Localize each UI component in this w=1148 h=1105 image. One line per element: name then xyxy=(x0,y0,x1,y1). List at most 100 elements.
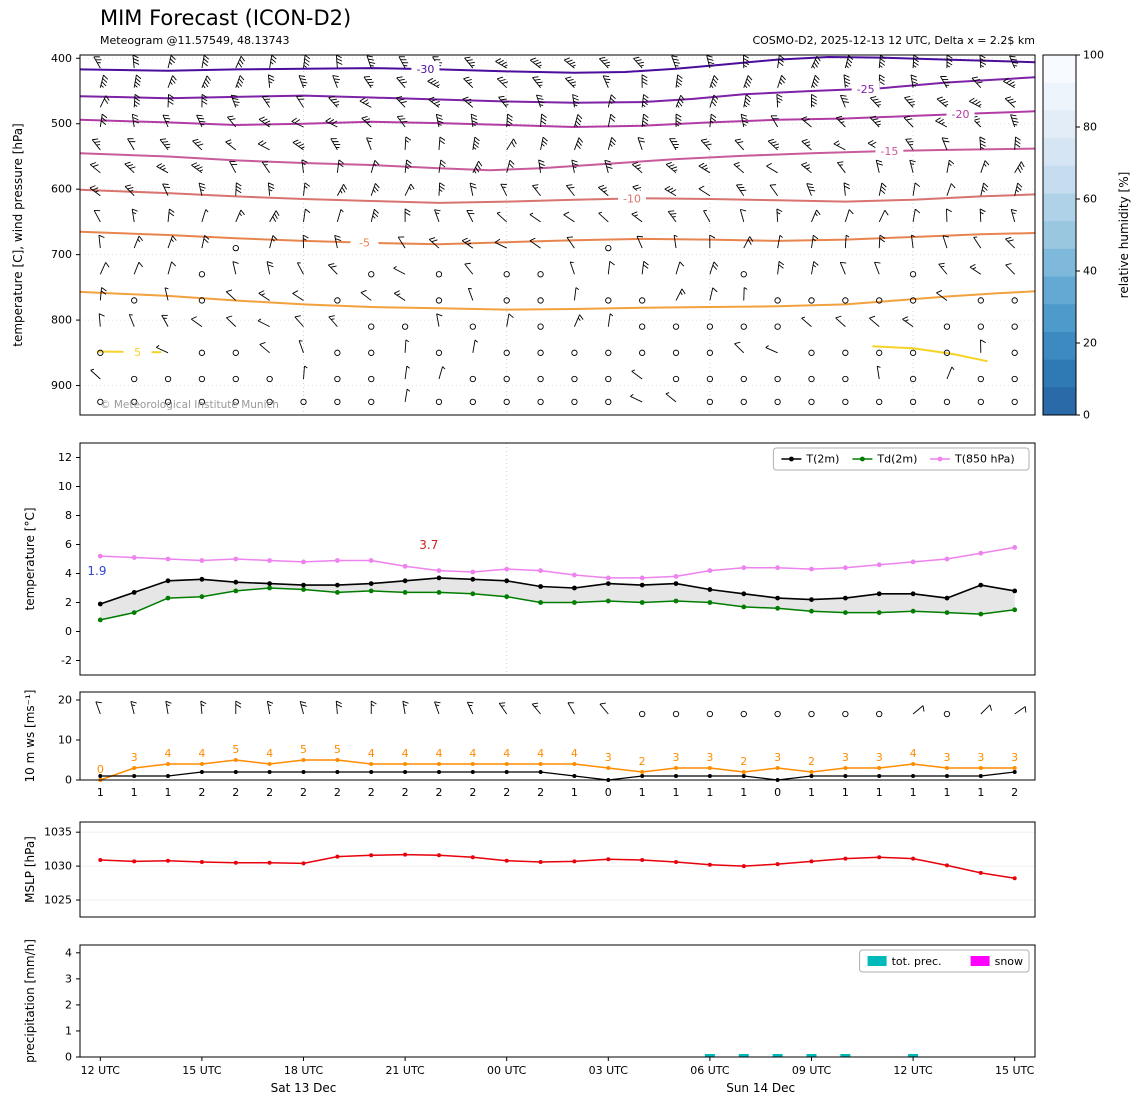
svg-text:3: 3 xyxy=(131,751,138,764)
svg-text:3: 3 xyxy=(876,751,883,764)
svg-text:1030: 1030 xyxy=(44,860,72,873)
svg-text:0: 0 xyxy=(605,786,612,799)
svg-text:-20: -20 xyxy=(952,108,970,121)
svg-text:-15: -15 xyxy=(880,145,898,158)
svg-text:0: 0 xyxy=(65,625,72,638)
svg-text:1: 1 xyxy=(943,786,950,799)
svg-text:1: 1 xyxy=(639,786,646,799)
svg-text:18 UTC: 18 UTC xyxy=(284,1064,324,1077)
panel-wind: 0 3 4 4 5 4 5 5 4 4 4 4 4 4 4 3 2 3 3 2 3 2 3 3 4 3 3 3 1 1 1 2 2 2 2 2 2 2 2 2… xyxy=(23,690,1036,799)
svg-text:2: 2 xyxy=(435,786,442,799)
svg-text:3: 3 xyxy=(774,751,781,764)
colorbar: 0 20 40 60 80 100 relative humidity [%] xyxy=(1042,49,1131,422)
panel-temperature: 1.9 3.7 T(2m) Td(2m) T(850 hPa) -2 0 2 4 6 8 10 12 te… xyxy=(23,442,1036,676)
svg-text:2: 2 xyxy=(65,596,72,609)
svg-text:4: 4 xyxy=(503,747,510,760)
svg-text:T(2m): T(2m) xyxy=(805,453,839,466)
svg-text:5: 5 xyxy=(334,743,341,756)
svg-text:5: 5 xyxy=(134,346,141,359)
svg-text:2: 2 xyxy=(402,786,409,799)
svg-text:-30: -30 xyxy=(416,63,434,76)
svg-text:temperature [C], wind pressure: temperature [C], wind pressure [hPa] xyxy=(11,123,25,346)
svg-text:8: 8 xyxy=(65,509,72,522)
svg-text:09 UTC: 09 UTC xyxy=(792,1064,832,1077)
svg-text:2: 2 xyxy=(334,786,341,799)
svg-text:3: 3 xyxy=(605,751,612,764)
svg-text:-5: -5 xyxy=(359,237,370,250)
svg-text:2: 2 xyxy=(1011,786,1018,799)
svg-text:0: 0 xyxy=(65,774,72,787)
svg-text:500: 500 xyxy=(51,117,72,130)
svg-text:400: 400 xyxy=(51,52,72,65)
svg-text:2: 2 xyxy=(65,998,72,1011)
svg-text:0: 0 xyxy=(774,786,781,799)
svg-text:snow: snow xyxy=(995,955,1023,968)
svg-text:1: 1 xyxy=(842,786,849,799)
svg-text:0: 0 xyxy=(65,1051,72,1064)
svg-text:3: 3 xyxy=(673,751,680,764)
svg-text:10: 10 xyxy=(58,480,72,493)
svg-text:temperature [°C]: temperature [°C] xyxy=(23,508,37,611)
svg-text:precipitation [mm/h]: precipitation [mm/h] xyxy=(23,939,37,1063)
svg-text:2: 2 xyxy=(740,755,747,768)
svg-text:4: 4 xyxy=(402,747,409,760)
svg-text:3: 3 xyxy=(842,751,849,764)
svg-text:10 m ws [ms⁻¹]: 10 m ws [ms⁻¹] xyxy=(23,690,37,783)
svg-text:-25: -25 xyxy=(857,83,875,96)
x-axis: 12 UTC 15 UTC 18 UTC 21 UTC 00 UTC 03 UTC 06 U… xyxy=(81,1057,1035,1095)
model-run-label: COSMO-D2, 2025-12-13 12 UTC, Delta x = 2… xyxy=(752,34,1035,47)
svg-text:4: 4 xyxy=(368,747,375,760)
svg-text:21 UTC: 21 UTC xyxy=(385,1064,425,1077)
svg-text:3.7: 3.7 xyxy=(419,538,438,552)
svg-text:2: 2 xyxy=(503,786,510,799)
svg-text:1.9: 1.9 xyxy=(87,564,106,578)
svg-text:Sun 14 Dec: Sun 14 Dec xyxy=(726,1081,795,1095)
svg-text:1: 1 xyxy=(65,1024,72,1037)
svg-text:3: 3 xyxy=(706,751,713,764)
svg-text:15 UTC: 15 UTC xyxy=(995,1064,1035,1077)
svg-text:10: 10 xyxy=(58,734,72,747)
svg-text:4: 4 xyxy=(910,747,917,760)
copyright-watermark: © Meteorological Institute Munich xyxy=(100,399,279,411)
svg-text:00 UTC: 00 UTC xyxy=(487,1064,527,1077)
svg-text:0: 0 xyxy=(97,763,104,776)
svg-text:4: 4 xyxy=(65,946,72,959)
svg-text:2: 2 xyxy=(469,786,476,799)
svg-text:2: 2 xyxy=(300,786,307,799)
svg-text:1: 1 xyxy=(97,786,104,799)
svg-text:T(850 hPa): T(850 hPa) xyxy=(954,453,1015,466)
svg-text:3: 3 xyxy=(977,751,984,764)
svg-text:4: 4 xyxy=(65,567,72,580)
panel-precip: tot. prec. snow 0 1 2 3 4 precipitation [mm/h] xyxy=(23,939,1036,1064)
svg-text:tot. prec.: tot. prec. xyxy=(892,955,942,968)
svg-text:2: 2 xyxy=(266,786,273,799)
svg-text:MSLP [hPa]: MSLP [hPa] xyxy=(23,836,37,903)
svg-text:2: 2 xyxy=(808,755,815,768)
svg-text:600: 600 xyxy=(51,183,72,196)
svg-text:1: 1 xyxy=(808,786,815,799)
svg-text:06 UTC: 06 UTC xyxy=(690,1064,730,1077)
svg-text:800: 800 xyxy=(51,314,72,327)
svg-text:12: 12 xyxy=(58,451,72,464)
svg-text:3: 3 xyxy=(943,751,950,764)
svg-text:2: 2 xyxy=(198,786,205,799)
svg-text:700: 700 xyxy=(51,248,72,261)
svg-text:2: 2 xyxy=(232,786,239,799)
svg-text:20: 20 xyxy=(1083,337,1097,350)
svg-text:2: 2 xyxy=(537,786,544,799)
svg-text:2: 2 xyxy=(368,786,375,799)
svg-text:4: 4 xyxy=(198,747,205,760)
panel-mslp: 1025 1030 1035 MSLP [hPa] xyxy=(23,821,1036,918)
coordinates-label: Meteogram @11.57549, 48.13743 xyxy=(100,34,290,47)
svg-text:6: 6 xyxy=(65,538,72,551)
svg-text:4: 4 xyxy=(266,747,273,760)
svg-text:3: 3 xyxy=(65,972,72,985)
svg-text:1025: 1025 xyxy=(44,894,72,907)
svg-text:03 UTC: 03 UTC xyxy=(589,1064,629,1077)
svg-text:80: 80 xyxy=(1083,121,1097,134)
svg-text:1: 1 xyxy=(740,786,747,799)
svg-text:4: 4 xyxy=(537,747,544,760)
svg-text:4: 4 xyxy=(435,747,442,760)
